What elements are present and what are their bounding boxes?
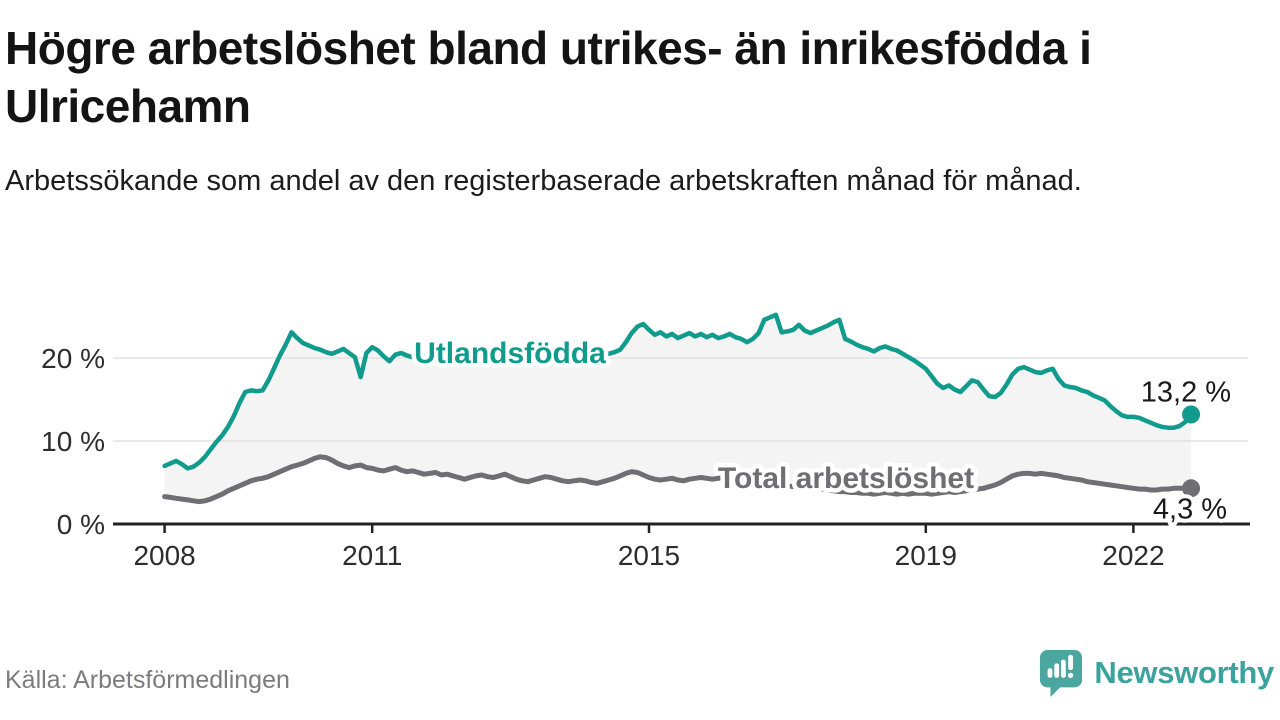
y-axis-label: 20 % (41, 343, 105, 374)
end-dot-utlandsfodda (1182, 405, 1201, 424)
page-subtitle: Arbetssökande som andel av den registerb… (5, 165, 1082, 197)
y-axis-label: 0 % (57, 509, 105, 540)
newsworthy-icon (1040, 650, 1083, 697)
x-axis-label: 2019 (895, 540, 957, 571)
x-axis-label: 2008 (133, 540, 195, 571)
end-dot-total (1182, 479, 1201, 498)
brand-logo: Newsworthy (1038, 648, 1274, 698)
x-axis-label: 2015 (618, 540, 680, 571)
end-value-total: 4,3 % (1153, 493, 1227, 525)
series-label-total: Total arbetslöshet (718, 462, 974, 495)
page-title: Högre arbetslöshet bland utrikes- än inr… (5, 22, 1092, 132)
series-label-utlandsfodda: Utlandsfödda (414, 337, 606, 370)
area-between-series (164, 314, 1192, 502)
source-note: Källa: Arbetsförmedlingen (5, 666, 290, 694)
y-axis-label: 10 % (41, 426, 105, 457)
x-axis-label: 2011 (342, 540, 402, 571)
line-total-arbetsloshet (162, 454, 1194, 505)
x-axis-label: 2022 (1102, 540, 1164, 571)
brand-name: Newsworthy (1094, 655, 1274, 690)
end-value-utlandsfodda: 13,2 % (1141, 376, 1231, 408)
line-utlandsfodda (162, 312, 1194, 471)
unemployment-line-chart: 0 % 10 % 20 % 2008 2011 2015 2019 2022 Utlandsfö… (41, 312, 1250, 571)
